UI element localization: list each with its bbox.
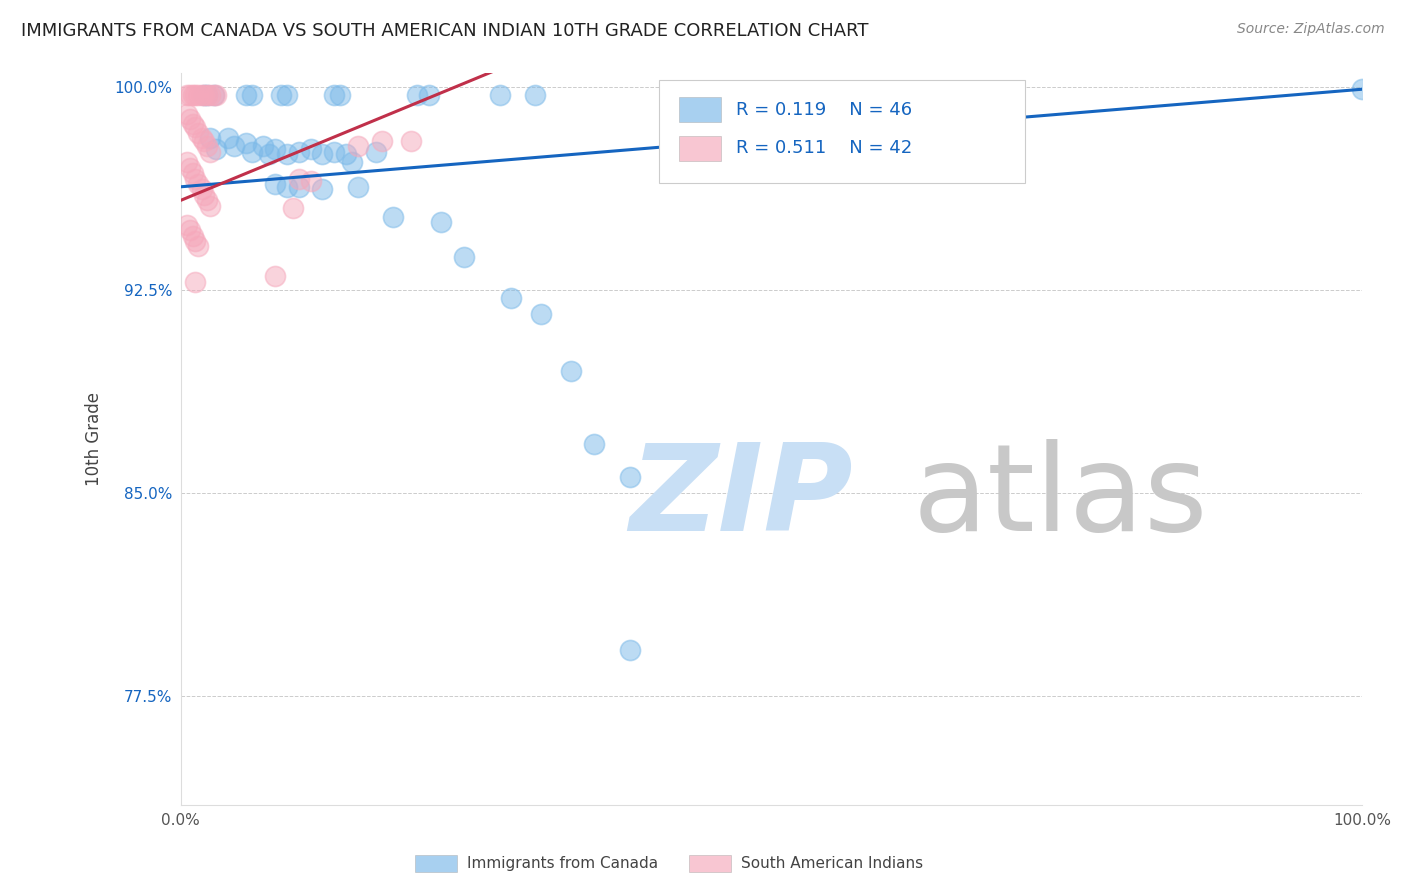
Point bbox=[240, 87, 263, 102]
Point bbox=[179, 161, 201, 175]
Point bbox=[335, 147, 357, 161]
Point bbox=[259, 147, 281, 161]
Point bbox=[619, 643, 641, 657]
Point bbox=[264, 177, 287, 191]
Text: atlas: atlas bbox=[912, 439, 1209, 556]
Point bbox=[176, 155, 198, 169]
Point bbox=[501, 291, 523, 305]
Point bbox=[406, 87, 429, 102]
Text: Immigrants from Canada: Immigrants from Canada bbox=[467, 856, 658, 871]
Point bbox=[195, 87, 218, 102]
Point bbox=[179, 87, 201, 102]
Point bbox=[252, 139, 274, 153]
FancyBboxPatch shape bbox=[679, 97, 721, 122]
Point bbox=[1351, 82, 1374, 96]
FancyBboxPatch shape bbox=[659, 80, 1025, 183]
Point bbox=[399, 134, 422, 148]
Point bbox=[276, 147, 298, 161]
Point bbox=[184, 234, 207, 248]
Point bbox=[187, 177, 209, 191]
Point bbox=[176, 87, 198, 102]
Point bbox=[370, 134, 392, 148]
Point bbox=[193, 87, 215, 102]
Point bbox=[530, 307, 553, 321]
Point bbox=[429, 215, 451, 229]
Point bbox=[270, 87, 292, 102]
Point bbox=[488, 87, 510, 102]
Point bbox=[347, 179, 370, 194]
Point bbox=[191, 87, 214, 102]
Point bbox=[200, 87, 222, 102]
Point bbox=[217, 131, 239, 145]
Point bbox=[288, 171, 311, 186]
Point bbox=[176, 106, 198, 120]
Point bbox=[179, 112, 201, 126]
Point bbox=[181, 87, 204, 102]
Point bbox=[187, 87, 209, 102]
Point bbox=[382, 210, 405, 224]
Point bbox=[187, 126, 209, 140]
Text: ZIP: ZIP bbox=[630, 439, 853, 556]
Point bbox=[184, 87, 207, 102]
Text: R = 0.119    N = 46: R = 0.119 N = 46 bbox=[735, 101, 912, 119]
Point bbox=[176, 218, 198, 232]
Point bbox=[193, 188, 215, 202]
Point bbox=[181, 118, 204, 132]
Point bbox=[205, 87, 228, 102]
Point bbox=[184, 275, 207, 289]
Point bbox=[191, 131, 214, 145]
Point bbox=[311, 147, 333, 161]
Point bbox=[181, 228, 204, 243]
Point bbox=[583, 437, 606, 451]
Point bbox=[619, 469, 641, 483]
Y-axis label: 10th Grade: 10th Grade bbox=[86, 392, 103, 486]
Point bbox=[329, 87, 352, 102]
Point bbox=[453, 250, 475, 264]
Point bbox=[193, 134, 215, 148]
Point bbox=[311, 182, 333, 196]
Point bbox=[281, 202, 304, 216]
Point bbox=[264, 269, 287, 284]
Point bbox=[276, 179, 298, 194]
Point bbox=[347, 139, 370, 153]
Point bbox=[288, 145, 311, 159]
Point bbox=[288, 179, 311, 194]
FancyBboxPatch shape bbox=[679, 136, 721, 161]
Point bbox=[323, 145, 346, 159]
Point bbox=[299, 142, 322, 156]
Point bbox=[191, 182, 214, 196]
Point bbox=[299, 174, 322, 188]
Point bbox=[364, 145, 387, 159]
Text: R = 0.511    N = 42: R = 0.511 N = 42 bbox=[735, 139, 912, 157]
Text: South American Indians: South American Indians bbox=[741, 856, 924, 871]
Point bbox=[235, 136, 257, 151]
Point bbox=[264, 142, 287, 156]
Point bbox=[524, 87, 547, 102]
Point bbox=[560, 364, 582, 378]
Point bbox=[205, 142, 228, 156]
Point bbox=[184, 171, 207, 186]
Point bbox=[195, 87, 218, 102]
Text: Source: ZipAtlas.com: Source: ZipAtlas.com bbox=[1237, 22, 1385, 37]
Point bbox=[200, 145, 222, 159]
Point bbox=[187, 239, 209, 253]
Point bbox=[200, 199, 222, 213]
Point bbox=[235, 87, 257, 102]
Point bbox=[323, 87, 346, 102]
Point bbox=[179, 223, 201, 237]
Point bbox=[418, 87, 440, 102]
Point bbox=[202, 87, 225, 102]
Point bbox=[195, 194, 218, 208]
Point bbox=[340, 155, 363, 169]
Point bbox=[184, 120, 207, 135]
Point bbox=[240, 145, 263, 159]
Point bbox=[181, 166, 204, 180]
Point bbox=[200, 131, 222, 145]
Point bbox=[222, 139, 245, 153]
Point bbox=[276, 87, 298, 102]
Point bbox=[202, 87, 225, 102]
Text: IMMIGRANTS FROM CANADA VS SOUTH AMERICAN INDIAN 10TH GRADE CORRELATION CHART: IMMIGRANTS FROM CANADA VS SOUTH AMERICAN… bbox=[21, 22, 869, 40]
Point bbox=[195, 139, 218, 153]
Point bbox=[193, 87, 215, 102]
